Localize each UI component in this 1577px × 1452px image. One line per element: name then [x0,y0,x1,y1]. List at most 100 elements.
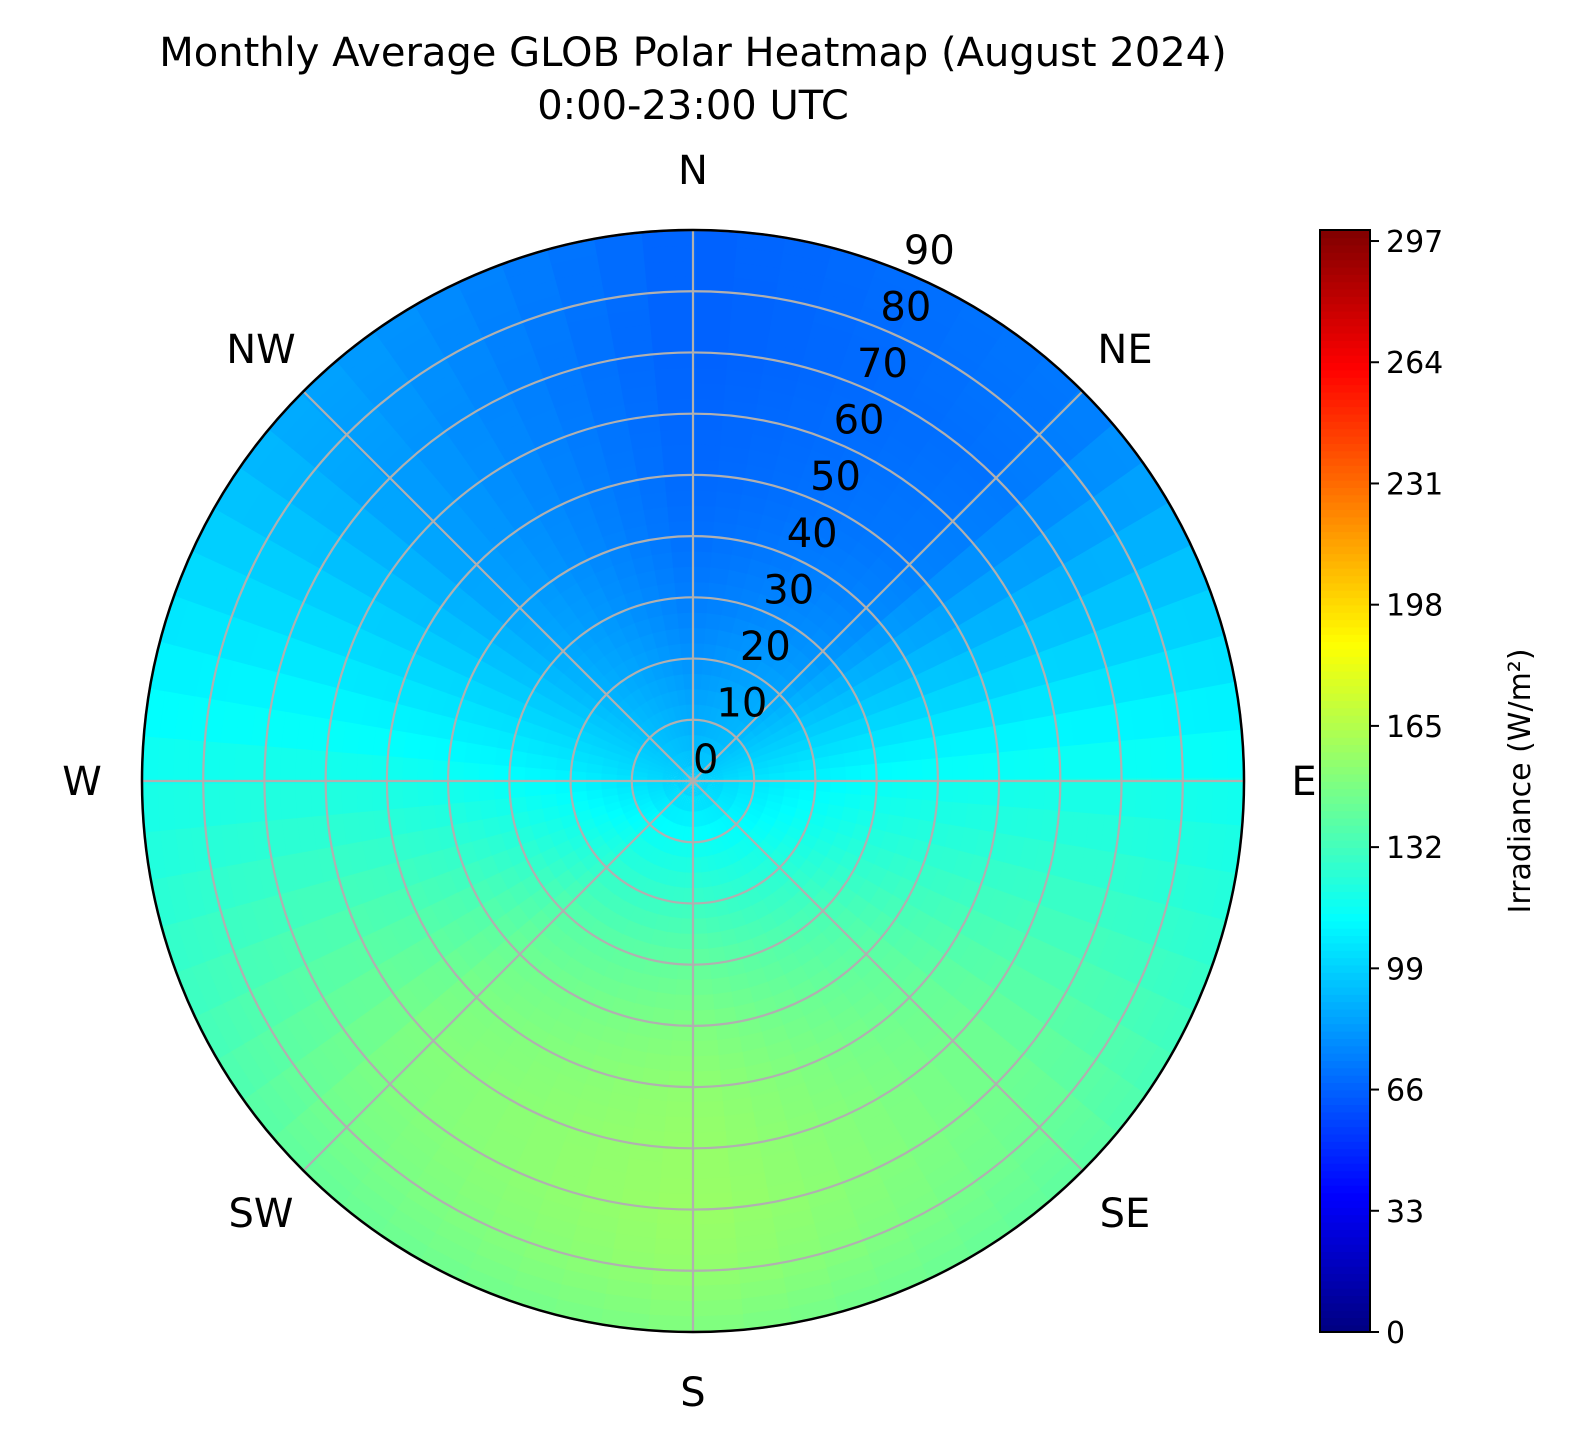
heatmap-cell [642,1299,697,1318]
heatmap-cell [750,753,769,766]
heatmap-cell [677,933,695,951]
heatmap-cell [310,712,332,752]
heatmap-cell [857,304,910,339]
heatmap-cell [665,838,678,857]
heatmap-cell [689,274,741,294]
heatmap-cell [790,888,814,912]
heatmap-cell [1038,610,1069,653]
heatmap-cell [696,826,705,844]
heatmap-cell [858,404,903,438]
heatmap-cell [950,1205,1004,1248]
heatmap-cell [867,275,923,311]
heatmap-cell [691,519,718,538]
heatmap-cell [693,775,709,781]
heatmap-cell [764,342,811,368]
heatmap-cell [535,433,575,463]
heatmap-cell [1150,778,1169,826]
heatmap-cell [469,289,524,325]
heatmap-cell [224,655,251,705]
heatmap-cell [412,932,444,968]
heatmap-cell [590,734,611,751]
heatmap-cell [584,770,602,782]
heatmap-cell [768,764,786,775]
heatmap-cell [728,987,755,1009]
heatmap-cell [524,793,543,812]
heatmap-cell [889,420,933,457]
heatmap-cell [672,736,683,754]
colorbar-strip [1320,428,1370,437]
heatmap-cell [1150,860,1178,911]
heatmap-cell [661,1101,696,1119]
colorbar-strip [1320,1192,1370,1201]
heatmap-cell [722,1142,762,1164]
heatmap-cell [692,857,702,875]
colorbar-strip [1320,920,1370,929]
heatmap-cell [720,1112,757,1134]
colorbar-strip [1320,1060,1370,1069]
heatmap-cell [645,1268,697,1288]
heatmap-cell [623,523,652,545]
heatmap-cell [355,778,373,813]
heatmap-cell [276,1059,320,1109]
heatmap-cell [917,497,956,534]
heatmap-cell [704,916,721,935]
heatmap-cell [188,908,220,963]
heatmap-cell [469,1237,524,1273]
heatmap-cell [1180,912,1213,968]
heatmap-cell [1211,777,1230,832]
heatmap-cell [621,383,662,405]
heatmap-cell [306,993,344,1039]
heatmap-cell [670,534,695,553]
heatmap-cell [774,1082,811,1108]
heatmap-cell [945,1119,992,1160]
colorbar-strip [1320,1030,1370,1039]
heatmap-cell [847,1195,897,1229]
heatmap-cell [1089,1076,1135,1129]
heatmap-cell [954,389,1001,432]
heatmap-cell [665,705,678,724]
heatmap-cell [641,230,697,248]
heatmap-cell [672,979,695,997]
heatmap-cell [690,1177,732,1196]
heatmap-cell [311,1146,361,1195]
heatmap-cell [690,1253,739,1272]
heatmap-cell [523,779,541,797]
heatmap-cell [633,891,652,912]
heatmap-cell [279,1008,319,1057]
heatmap-cell [714,747,730,762]
heatmap-cell [910,1072,952,1110]
colorbar-strip [1320,700,1370,709]
heatmap-cell [988,339,1041,385]
heatmap-cell [672,808,683,826]
heatmap-cell [203,904,234,958]
heatmap-cell [332,391,381,437]
heatmap-cell [691,1040,719,1058]
heatmap-cell [718,833,733,852]
heatmap-cell [563,296,614,324]
heatmap-cell [816,1112,858,1143]
colorbar-strip [1320,744,1370,753]
heatmap-cell [1076,548,1112,596]
heatmap-cell [702,901,718,920]
heatmap-cell [862,1237,917,1273]
heatmap-cell [809,1211,859,1242]
heatmap-cell [564,424,604,451]
heatmap-cell [499,432,540,465]
heatmap-cell [326,1024,367,1070]
heatmap-cell [658,1131,696,1150]
heatmap-cell [474,1025,511,1059]
heatmap-cell [707,961,729,981]
heatmap-cell [742,811,761,826]
heatmap-cell [917,612,947,645]
heatmap-cell [489,1195,539,1229]
heatmap-cell [253,488,294,539]
heatmap-cell [727,740,745,755]
radial-tick-label: 80 [880,285,931,331]
heatmap-cell [434,452,476,490]
colorbar-tick-label: 0 [1386,1316,1405,1351]
heatmap-cell [652,815,667,833]
heatmap-cell [632,1097,667,1118]
colorbar-strip [1320,1280,1370,1289]
heatmap-cell [421,293,476,332]
heatmap-cell [401,753,419,783]
